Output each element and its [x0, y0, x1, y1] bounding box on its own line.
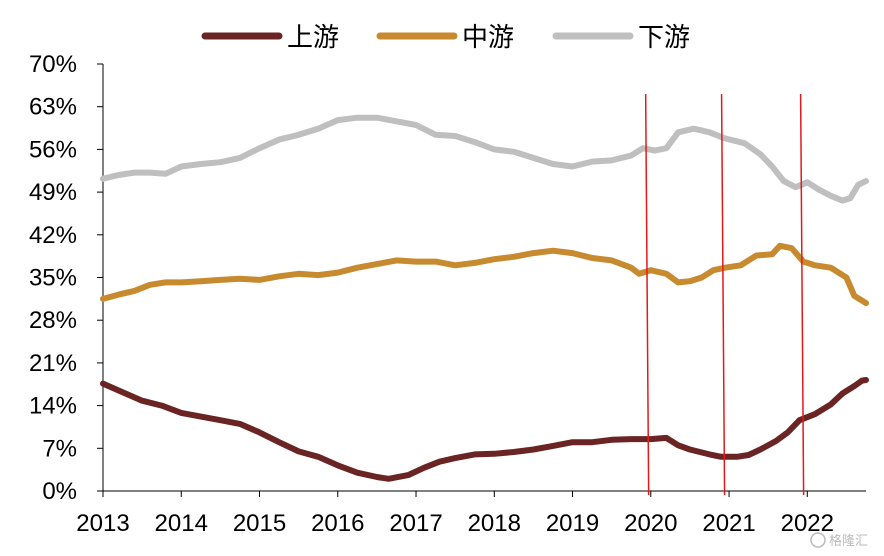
x-tick-label: 2019 — [546, 510, 599, 537]
y-tick-label: 35% — [29, 265, 77, 292]
series-line-中游 — [100, 242, 869, 307]
x-tick-label: 2013 — [76, 510, 129, 537]
reference-vline — [644, 93, 650, 496]
y-tick-label: 7% — [42, 435, 77, 462]
x-tick-label: 2015 — [233, 510, 286, 537]
y-tick-label: 70% — [29, 51, 77, 78]
y-tick-label: 49% — [29, 179, 77, 206]
y-tick-label: 0% — [42, 478, 77, 505]
y-tick-label: 42% — [29, 222, 77, 249]
series-layer — [100, 114, 869, 482]
y-tick-label: 28% — [29, 307, 77, 334]
x-axis: 2013 2014 2015 2016 2017 2018 2019 2020 2021 2022 — [76, 490, 866, 537]
x-tick-label: 2021 — [702, 510, 755, 537]
series-line-下游 — [100, 114, 869, 204]
legend-label: 中游 — [462, 23, 514, 53]
watermark-text: 格隆汇 — [829, 533, 868, 549]
x-tick-label: 2020 — [624, 510, 677, 537]
series-line-上游 — [100, 377, 869, 482]
vline-layer — [644, 93, 805, 496]
y-tick-label: 14% — [29, 393, 77, 420]
x-tick-label: 2018 — [468, 510, 521, 537]
reference-vline — [720, 93, 726, 496]
legend: 上游 中游 下游 — [201, 23, 690, 53]
x-tick-label: 2016 — [311, 510, 364, 537]
legend-label: 上游 — [287, 23, 339, 53]
x-tick-label: 2014 — [155, 510, 208, 537]
legend-label: 下游 — [638, 23, 690, 53]
watermark-logo-icon — [810, 532, 826, 548]
y-tick-label: 56% — [29, 136, 77, 163]
y-tick-label: 63% — [29, 94, 77, 121]
y-axis: 0% 7% 14% 21% 28% 35% 42% 49% 56% 63% 70% — [29, 51, 104, 505]
watermark: 格隆汇 — [810, 532, 868, 549]
x-tick-label: 2022 — [781, 510, 834, 537]
x-tick-label: 2017 — [389, 510, 442, 537]
y-tick-label: 21% — [29, 350, 77, 377]
reference-vline — [799, 93, 805, 496]
